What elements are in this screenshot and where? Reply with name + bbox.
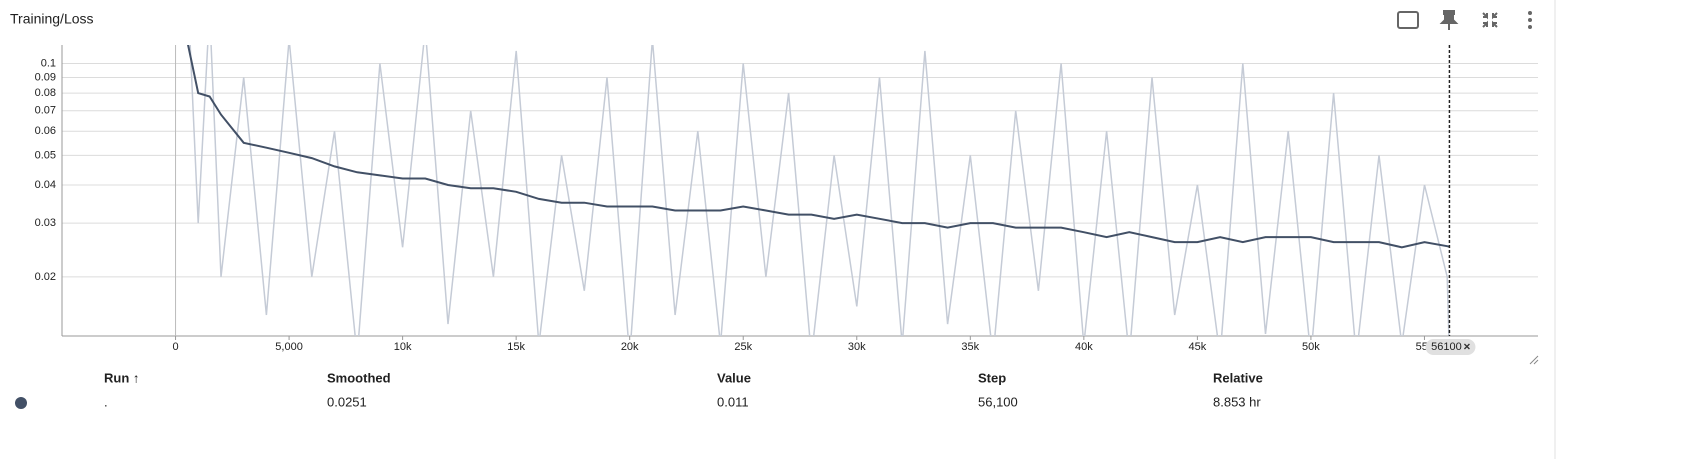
card-title: Training/Loss xyxy=(10,11,94,27)
x-tick-label: 45k xyxy=(1189,341,1207,353)
y-tick-label: 0.04 xyxy=(35,179,56,191)
table-cell: 56,100 xyxy=(978,394,1018,409)
cursor-tag xyxy=(1425,339,1476,355)
chart: 0.02 0.03 0.04 0.05 0.06 0.07 0.08 0.09 0.1 0 5,00… xyxy=(35,45,1539,365)
x-tick-label: 20k xyxy=(621,341,639,353)
y-tick-label: 0.05 xyxy=(35,149,56,161)
cursor-close[interactable] xyxy=(1463,343,1470,350)
x-tick-label: 0 xyxy=(172,341,178,353)
y-tick-label: 0.06 xyxy=(35,125,56,137)
raw-line xyxy=(189,45,1450,336)
pin-icon[interactable] xyxy=(1439,10,1459,30)
menu-icon[interactable] xyxy=(1528,11,1532,29)
x-tick-label: 5,000 xyxy=(275,341,303,353)
table-header: Value xyxy=(717,370,751,385)
y-tick-label: 0.09 xyxy=(35,71,56,83)
fit-icon[interactable] xyxy=(1397,11,1419,29)
y-tick-label: 0.07 xyxy=(35,105,56,117)
x-tick-label: 40k xyxy=(1075,341,1093,353)
table-header: Step xyxy=(978,370,1006,385)
table-cell: 0.0251 xyxy=(327,394,367,409)
table-cell: 8.853 hr xyxy=(1213,394,1261,409)
collapse-icon[interactable] xyxy=(1482,12,1498,28)
y-tick-label: 0.03 xyxy=(35,217,56,229)
resize-handle xyxy=(1529,355,1539,365)
x-tick-label: 10k xyxy=(394,341,412,353)
table-header: Run ↑ xyxy=(104,370,139,385)
table-cell: 0.011 xyxy=(717,394,749,409)
x-tick-label: 25k xyxy=(734,341,752,353)
x-tick-label: 15k xyxy=(507,341,525,353)
run-color xyxy=(15,397,27,409)
x-tick-label: 50k xyxy=(1302,341,1320,353)
x-tick-label: 30k xyxy=(848,341,866,353)
y-tick-label: 0.1 xyxy=(41,57,56,69)
table-header: Relative xyxy=(1213,370,1263,385)
cursor-label: 56100 xyxy=(1431,341,1462,353)
y-tick-label: 0.02 xyxy=(35,271,56,283)
smoothed-line xyxy=(187,45,1450,249)
table-cell: . xyxy=(104,394,108,409)
y-tick-label: 0.08 xyxy=(35,87,56,99)
x-tick-label: 35k xyxy=(961,341,979,353)
table-header: Smoothed xyxy=(327,370,391,385)
